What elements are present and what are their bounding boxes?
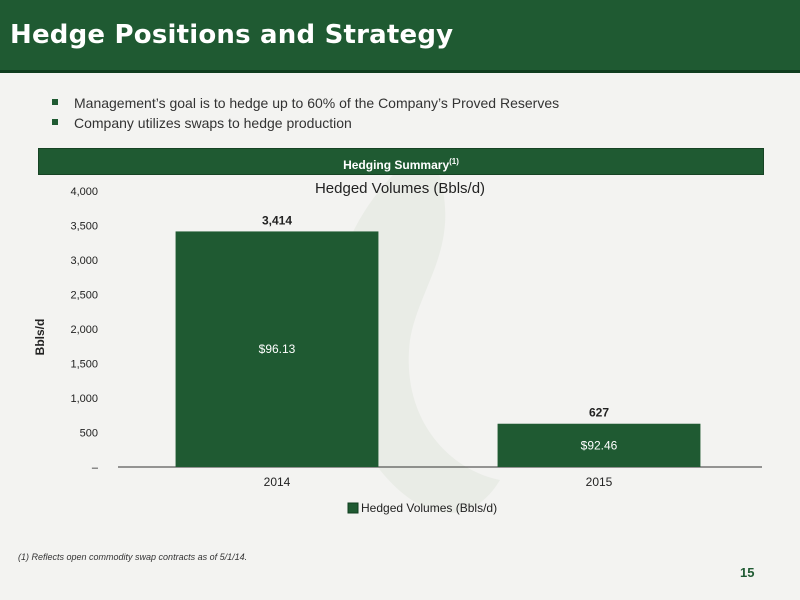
bar	[497, 423, 701, 467]
bullet-text: Company utilizes swaps to hedge producti…	[74, 115, 352, 131]
bullet-text: Management’s goal is to hedge up to 60% …	[74, 95, 560, 111]
title-bar: Hedge Positions and Strategy	[0, 0, 800, 73]
legend-swatch	[347, 502, 359, 514]
y-tick-label: 2,500	[70, 290, 98, 302]
x-tick-label: 2014	[264, 475, 291, 489]
hedging-summary-title: Hedging Summary	[343, 158, 450, 172]
bullet-item: Company utilizes swaps to hedge producti…	[52, 114, 559, 134]
price-label: $96.13	[259, 342, 296, 356]
y-tick-label: 1,500	[70, 359, 98, 371]
bullet-item: Management’s goal is to hedge up to 60% …	[52, 94, 559, 114]
y-tick-label: 500	[80, 428, 98, 440]
chart-title: Hedged Volumes (Bbls/d)	[314, 180, 486, 197]
y-tick-label: 4,000	[70, 186, 98, 198]
y-tick-label: 1,000	[70, 393, 98, 405]
data-label: 627	[589, 406, 609, 420]
square-bullet-icon	[52, 119, 58, 125]
page-title: Hedge Positions and Strategy	[10, 20, 454, 50]
hedging-summary-header: Hedging Summary(1)	[38, 148, 764, 175]
data-label: 3,414	[262, 213, 292, 227]
y-tick-label: –	[92, 462, 99, 474]
bar	[175, 231, 379, 467]
square-bullet-icon	[52, 99, 58, 105]
bullet-list: Management’s goal is to hedge up to 60% …	[52, 94, 559, 134]
y-tick-label: 3,000	[70, 255, 98, 267]
legend-label: Hedged Volumes (Bbls/d)	[361, 501, 497, 515]
y-tick-label: 3,500	[70, 221, 98, 233]
y-tick-label: 2,000	[70, 324, 98, 336]
price-label: $92.46	[581, 438, 618, 452]
x-tick-label: 2015	[586, 475, 613, 489]
page-number: 15	[740, 565, 755, 580]
footnote: (1) Reflects open commodity swap contrac…	[18, 552, 248, 562]
footnote-marker: (1)	[449, 157, 459, 166]
